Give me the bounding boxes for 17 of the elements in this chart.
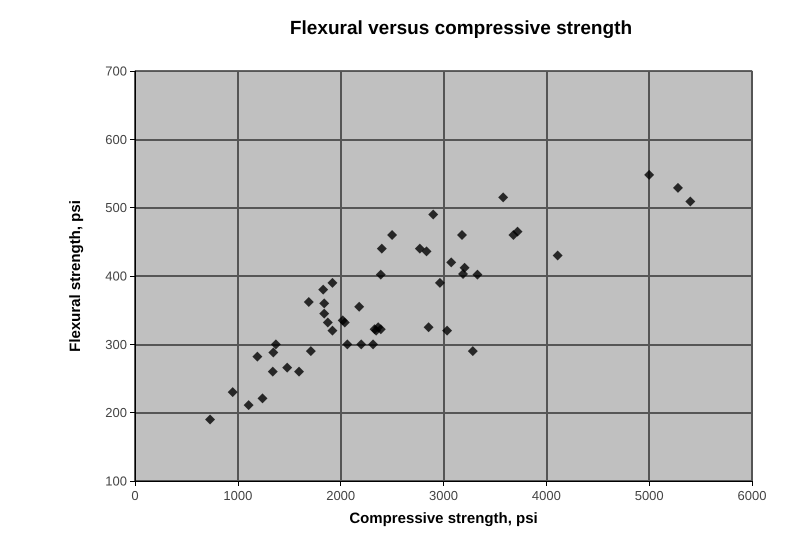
x-tick-label: 2000 xyxy=(326,488,356,503)
x-tick-label: 5000 xyxy=(634,488,664,503)
y-tick-label: 700 xyxy=(105,64,127,78)
y-tick-label: 200 xyxy=(105,405,127,420)
y-tick-label: 300 xyxy=(105,336,127,352)
y-tick-label: 100 xyxy=(105,474,127,488)
x-tick-label: 3000 xyxy=(429,488,458,503)
y-axis-title: Flexural strength, psi xyxy=(67,200,84,352)
y-tick-label: 400 xyxy=(105,268,127,284)
x-axis-title: Compressive strength, psi xyxy=(349,510,538,527)
x-tick-label: 1000 xyxy=(223,488,252,503)
x-tick-label: 0 xyxy=(131,488,139,503)
y-tick-label: 500 xyxy=(105,200,127,216)
x-tick-label: 4000 xyxy=(532,488,561,503)
y-tick-label: 600 xyxy=(105,132,127,147)
x-tick-label: 6000 xyxy=(738,488,766,503)
chart-title: Flexural versus compressive strength xyxy=(290,18,632,39)
